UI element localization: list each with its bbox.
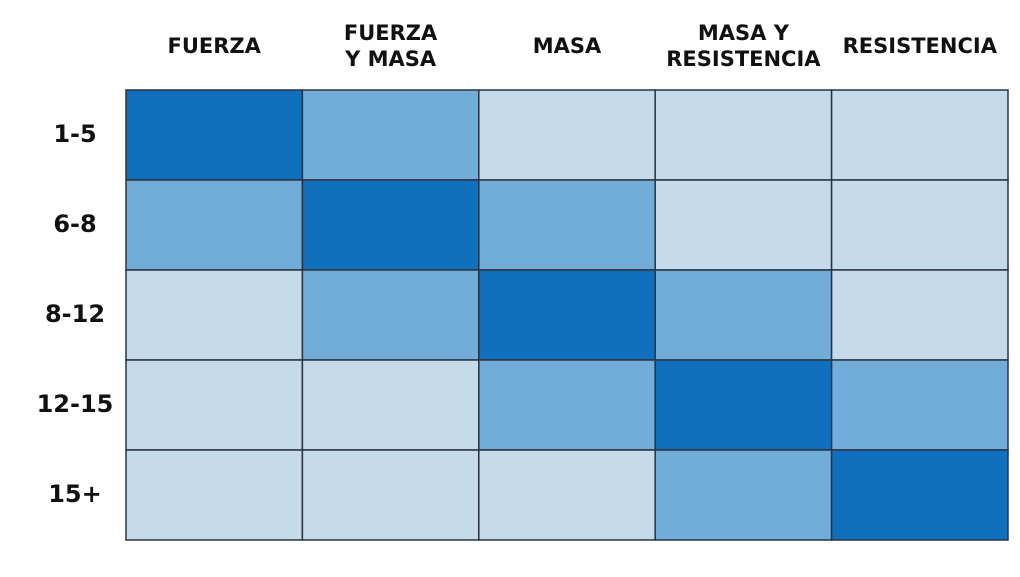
column-header: RESISTENCIA — [666, 47, 821, 71]
heat-cell — [830, 89, 1009, 181]
row-label: 12-15 — [37, 390, 114, 418]
heat-cell — [125, 269, 304, 361]
row-label: 8-12 — [45, 300, 105, 328]
row-label: 1-5 — [53, 120, 96, 148]
heat-cell — [654, 179, 833, 271]
heat-cell — [301, 449, 480, 541]
column-header: RESISTENCIA — [843, 34, 998, 58]
heat-cell — [301, 89, 480, 181]
heat-cell — [830, 179, 1009, 271]
row-label: 6-8 — [53, 210, 96, 238]
heat-cell — [301, 179, 480, 271]
heat-cell — [478, 449, 656, 541]
heat-cell — [830, 449, 1009, 541]
heat-cell — [654, 449, 833, 541]
heat-cell — [478, 269, 656, 361]
column-header: Y MASA — [344, 47, 437, 71]
heat-cell — [301, 269, 480, 361]
heat-cell — [654, 269, 833, 361]
heat-cell — [654, 89, 833, 181]
column-header: MASA Y — [698, 21, 790, 45]
column-header: FUERZA — [344, 21, 438, 45]
column-header: FUERZA — [167, 34, 261, 58]
heat-cell — [125, 359, 304, 451]
row-label: 15+ — [48, 480, 102, 508]
heat-cell — [125, 89, 304, 181]
heat-cell — [478, 89, 656, 181]
heat-cell — [125, 179, 304, 271]
heat-cell — [478, 179, 656, 271]
heat-cell — [830, 269, 1009, 361]
column-header: MASA — [533, 34, 602, 58]
heat-cell — [478, 359, 656, 451]
heat-cell — [654, 359, 833, 451]
heat-cell — [125, 449, 304, 541]
heat-cell — [830, 359, 1009, 451]
heat-cell — [301, 359, 480, 451]
